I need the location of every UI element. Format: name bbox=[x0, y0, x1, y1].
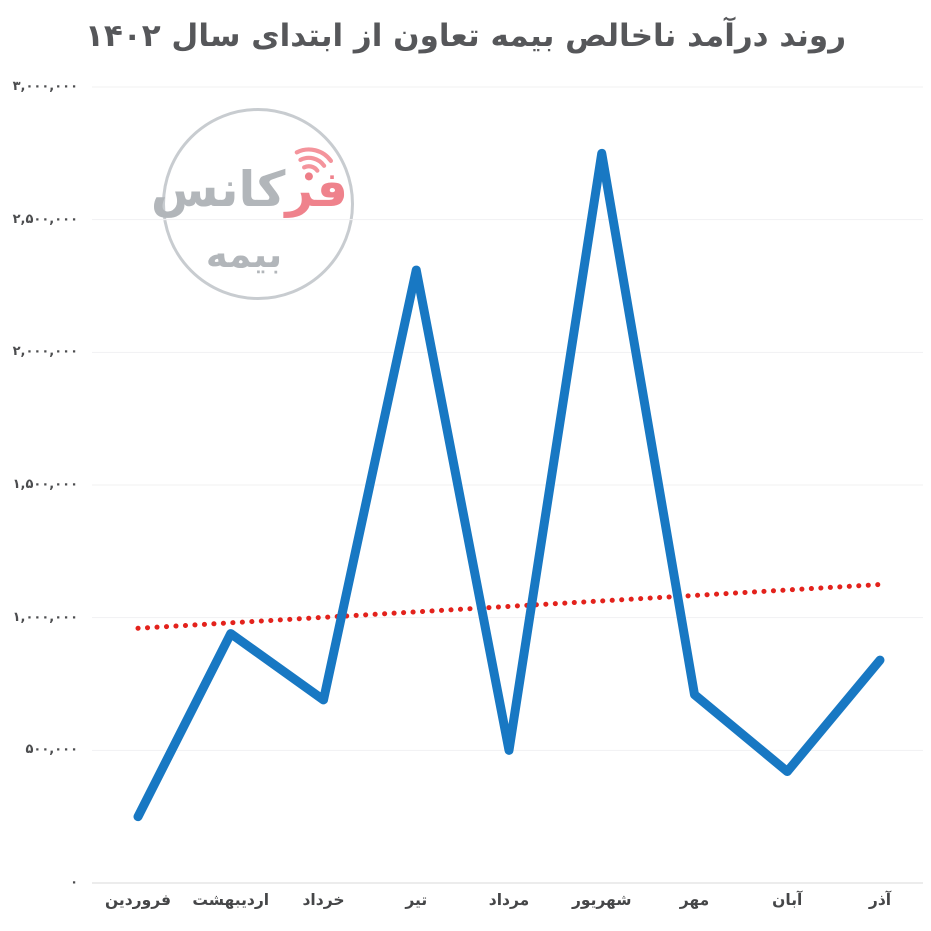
logo-wordmark: فرکانس bbox=[151, 160, 348, 220]
y-tick-label: ۱,۰۰۰,۰۰۰ bbox=[12, 609, 78, 625]
y-tick-label: ۲,۰۰۰,۰۰۰ bbox=[12, 344, 78, 360]
x-tick-label: تیر bbox=[405, 891, 428, 909]
logo-subtitle: بیمه bbox=[205, 233, 283, 276]
logo-wordmark-muted: کانس bbox=[150, 161, 286, 218]
x-tick-label: شهریور bbox=[571, 891, 632, 909]
x-tick-label: خرداد bbox=[302, 891, 345, 909]
y-tick-label: ۳,۰۰۰,۰۰۰ bbox=[12, 79, 78, 94]
frequency-bimeh-watermark-logo: فرکانس بیمه bbox=[151, 108, 354, 300]
trend-dotted-line bbox=[135, 582, 883, 631]
x-tick-label: فروردین bbox=[104, 891, 172, 909]
x-tick-label: آبان bbox=[772, 891, 803, 909]
y-tick-label: ۲,۵۰۰,۰۰۰ bbox=[12, 211, 78, 227]
y-tick-label: ۰ bbox=[70, 875, 78, 890]
logo-wordmark-accent: فر bbox=[285, 161, 348, 218]
x-tick-label: آذر bbox=[868, 891, 892, 909]
y-tick-label: ۵۰۰,۰۰۰ bbox=[25, 742, 78, 758]
x-tick-label: اردیبهشت bbox=[192, 891, 270, 909]
x-tick-label: مرداد bbox=[488, 891, 530, 909]
y-tick-label: ۱,۵۰۰,۰۰۰ bbox=[12, 477, 78, 492]
x-tick-label: مهر bbox=[679, 891, 710, 909]
chart-title: روند درآمد ناخالص بیمه تعاون از ابتدای س… bbox=[84, 18, 847, 54]
